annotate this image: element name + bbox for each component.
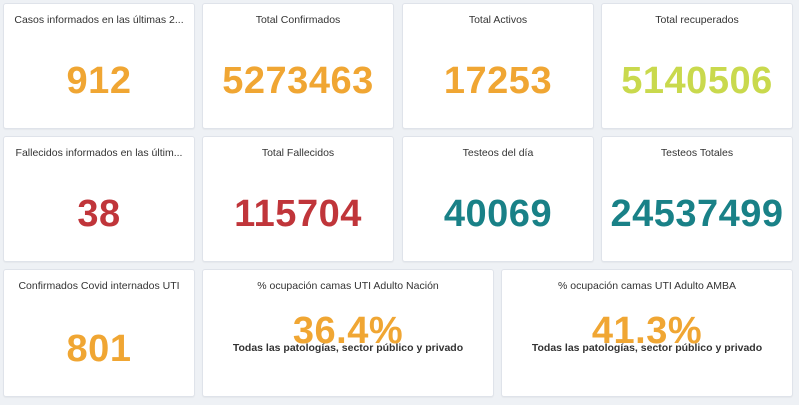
card-value: 24537499 [610,193,784,235]
card-value: 41.3% [591,310,703,352]
card-title: Total Fallecidos [261,147,335,159]
card-title: Total recuperados [655,14,739,26]
card-title: % ocupación camas UTI Adulto AMBA [557,280,736,292]
card-total-activos: Total Activos 17253 [402,3,594,129]
card-subtitle: Todas las patologías, sector público y p… [531,342,763,354]
card-title: Testeos Totales [660,147,734,159]
card-title: Confirmados Covid internados UTI [18,280,180,292]
card-value: 36.4% [292,310,404,352]
card-value: 17253 [443,60,553,102]
card-title: Casos informados en las últimas 2... [14,14,184,26]
card-internados-uti: Confirmados Covid internados UTI 801 [3,269,195,397]
card-value: 5140506 [621,60,773,102]
card-title: % ocupación camas UTI Adulto Nación [257,280,439,292]
card-subtitle: Todas las patologías, sector público y p… [232,342,464,354]
card-fallecidos-ultimas-24h: Fallecidos informados en las últim... 38 [3,136,195,262]
card-ocupacion-uti-nacion: % ocupación camas UTI Adulto Nación 36.4… [202,269,494,397]
card-testeos-del-dia: Testeos del día 40069 [402,136,594,262]
card-ocupacion-uti-amba: % ocupación camas UTI Adulto AMBA 41.3% … [501,269,793,397]
card-title: Total Activos [468,14,528,26]
card-casos-ultimas-24h: Casos informados en las últimas 2... 912 [3,3,195,129]
card-value: 912 [66,60,132,102]
card-value: 801 [66,328,132,370]
card-title: Testeos del día [462,147,534,159]
card-total-recuperados: Total recuperados 5140506 [601,3,793,129]
card-value: 5273463 [222,60,374,102]
card-value: 115704 [234,193,362,235]
card-title: Fallecidos informados en las últim... [15,147,183,159]
card-title: Total Confirmados [255,14,341,26]
card-testeos-totales: Testeos Totales 24537499 [601,136,793,262]
card-value: 40069 [443,193,553,235]
card-total-fallecidos: Total Fallecidos 115704 [202,136,394,262]
card-total-confirmados: Total Confirmados 5273463 [202,3,394,129]
card-value: 38 [77,193,121,235]
